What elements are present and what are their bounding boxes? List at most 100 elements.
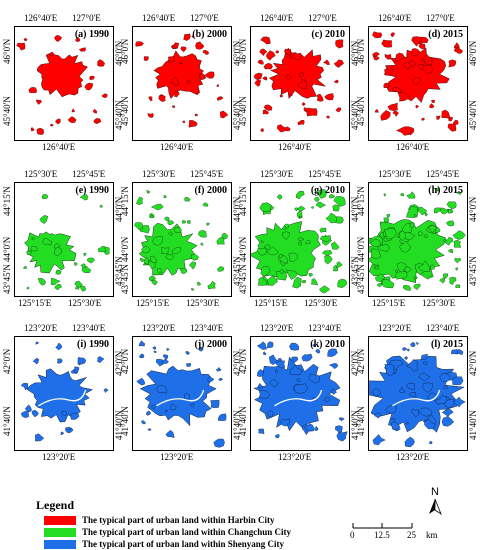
map-panel-changchun-1: (e) 1990 xyxy=(14,182,114,297)
urban-patch xyxy=(216,236,225,245)
urban-patch xyxy=(337,278,348,288)
urban-patch xyxy=(197,230,207,238)
lat-tick-left: 45°40'N xyxy=(2,96,12,126)
urban-patch xyxy=(403,356,409,361)
urban-core-harbin xyxy=(153,50,207,99)
urban-patch xyxy=(288,252,298,262)
urban-patch xyxy=(35,433,45,442)
urban-patch xyxy=(187,220,191,224)
urban-patch xyxy=(38,278,46,286)
urban-patch xyxy=(168,56,175,63)
urban-patch xyxy=(188,120,198,128)
urban-patch xyxy=(402,285,411,291)
urban-patch xyxy=(373,55,380,61)
lat-tick-left: 46°0'N xyxy=(2,38,12,64)
urban-patch xyxy=(319,235,331,243)
urban-patch xyxy=(24,404,32,412)
urban-patch xyxy=(334,425,343,433)
lon-tick-bottom: 126°40'E xyxy=(160,142,194,152)
urban-patch xyxy=(141,420,146,425)
legend-label-changchun: The typical part of urban land within Ch… xyxy=(82,527,292,537)
urban-patch xyxy=(402,347,407,351)
urban-patch xyxy=(41,194,48,199)
urban-patch xyxy=(431,99,435,104)
urban-patch xyxy=(418,372,431,382)
urban-patch xyxy=(447,123,457,132)
urban-patch xyxy=(417,206,427,216)
urban-patch xyxy=(97,59,106,67)
river-line xyxy=(156,389,205,407)
urban-patch xyxy=(190,254,199,261)
urban-land-map-harbin xyxy=(372,31,463,136)
urban-patch xyxy=(446,201,457,210)
urban-patch xyxy=(298,215,302,219)
urban-patch xyxy=(383,82,390,88)
urban-patch xyxy=(278,358,282,362)
scale-tick-0: 0 xyxy=(350,530,355,540)
urban-patch xyxy=(148,96,153,102)
urban-patch xyxy=(140,258,146,263)
urban-patch xyxy=(299,72,304,77)
urban-patch xyxy=(447,208,454,214)
urban-patch xyxy=(448,59,457,68)
urban-patch xyxy=(186,80,191,84)
urban-patch xyxy=(263,104,273,111)
urban-patch xyxy=(444,236,453,246)
urban-land-map-changchun xyxy=(251,189,348,294)
urban-patch xyxy=(207,376,215,382)
urban-land-map-shenyang xyxy=(369,342,466,448)
urban-patch xyxy=(210,399,220,408)
urban-patch xyxy=(429,264,435,270)
urban-patch xyxy=(323,59,330,65)
urban-patch xyxy=(216,366,222,372)
urban-patch xyxy=(266,275,278,286)
urban-patch xyxy=(260,36,271,45)
urban-patch xyxy=(294,207,299,212)
urban-patch xyxy=(394,52,405,63)
urban-patch xyxy=(455,267,459,271)
lat-tick-left: 45°40'N xyxy=(120,96,130,126)
urban-patch xyxy=(332,204,340,212)
urban-patch xyxy=(166,348,170,351)
urban-patch xyxy=(143,56,149,62)
lon-tick-bottom: 125°15'E xyxy=(254,298,288,308)
urban-patch xyxy=(260,128,264,132)
urban-patch xyxy=(164,216,170,222)
urban-patch xyxy=(161,358,169,365)
urban-patch xyxy=(153,350,157,353)
urban-patch xyxy=(298,237,305,242)
urban-patch xyxy=(394,271,408,280)
scale-tick-12-5: 12.5 xyxy=(374,530,390,540)
lat-tick-left: 43°45'N xyxy=(2,264,12,294)
urban-patch xyxy=(258,390,270,399)
urban-patch xyxy=(422,361,428,365)
lat-tick-left: 41°40'N xyxy=(356,406,366,436)
urban-patch xyxy=(399,387,405,393)
urban-patch xyxy=(381,279,395,289)
urban-patch xyxy=(449,276,457,285)
urban-patch xyxy=(182,120,186,124)
urban-patch xyxy=(178,61,182,65)
urban-core-harbin xyxy=(268,47,326,100)
urban-core-shenyang xyxy=(139,365,217,427)
urban-patch xyxy=(70,412,80,420)
urban-patch xyxy=(275,369,278,373)
urban-patch xyxy=(158,95,166,102)
urban-patch xyxy=(97,245,106,253)
lat-tick-left: 43°45'N xyxy=(120,264,130,294)
urban-patch xyxy=(157,268,163,274)
urban-patch xyxy=(399,240,411,253)
urban-patch xyxy=(429,274,434,278)
urban-patch xyxy=(135,41,145,47)
urban-patch xyxy=(295,191,305,200)
urban-patch xyxy=(413,283,421,290)
urban-patch xyxy=(333,59,344,68)
urban-patch xyxy=(171,76,180,86)
urban-patch xyxy=(31,237,35,241)
urban-patch xyxy=(314,196,320,202)
urban-patch xyxy=(380,110,391,121)
urban-patch xyxy=(333,196,346,207)
urban-patch xyxy=(338,417,345,422)
map-panel-changchun-2: (f) 2000 xyxy=(132,182,232,297)
urban-patch xyxy=(396,126,412,136)
